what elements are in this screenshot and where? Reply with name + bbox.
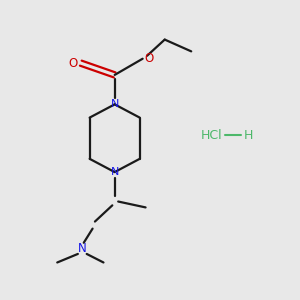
Text: N: N — [78, 242, 87, 255]
Text: HCl: HCl — [201, 129, 223, 142]
Text: H: H — [244, 129, 253, 142]
Text: O: O — [69, 57, 78, 70]
Text: O: O — [145, 52, 154, 64]
Text: N: N — [110, 99, 119, 110]
Text: N: N — [110, 167, 119, 177]
